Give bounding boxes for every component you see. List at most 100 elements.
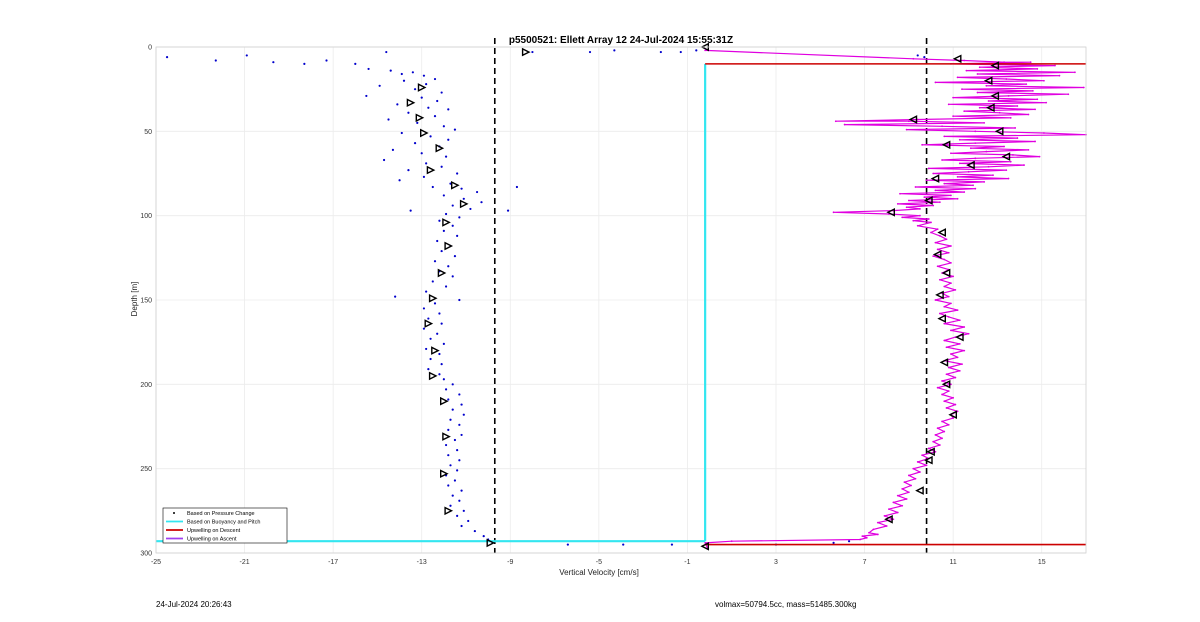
ascent-point [961, 363, 963, 365]
ascent-point [1014, 127, 1017, 129]
ascent-point [916, 224, 919, 227]
ascent-point [936, 386, 939, 389]
ascent-point [976, 73, 979, 75]
descent-triangle-marker [428, 371, 438, 381]
descent-point [413, 88, 417, 91]
ascent-point [936, 228, 939, 231]
ascent-point [943, 322, 946, 325]
x-tick-label: -5 [596, 559, 602, 566]
ascent-point [704, 541, 707, 544]
ascent-point [914, 186, 917, 188]
ascent-point [1005, 169, 1008, 172]
y-axis-label: Depth [m] [130, 282, 139, 317]
ascent-point [956, 175, 959, 178]
footer-summary: volmax=50794.5cc, mass=51485.300kg [715, 600, 857, 609]
ascent-triangle-marker [990, 61, 1000, 70]
descent-point [460, 433, 463, 437]
ascent-point [950, 194, 952, 197]
descent-triangle-marker [417, 83, 427, 92]
descent-point [427, 317, 430, 320]
descent-point [365, 94, 368, 98]
ascent-triangle-marker [941, 379, 951, 389]
ascent-point [998, 111, 1001, 114]
ascent-point [954, 403, 957, 406]
descent-triangle-marker [486, 538, 496, 548]
descent-point [440, 249, 443, 253]
legend-swatch [173, 512, 175, 514]
ascent-point [1082, 86, 1085, 89]
ascent-point [947, 423, 950, 426]
descent-point [449, 418, 452, 421]
x-tick-label: -13 [417, 559, 427, 566]
descent-point [422, 74, 426, 77]
descent-point [451, 224, 454, 227]
descent-point [436, 239, 439, 243]
descent-point [456, 234, 459, 238]
descent-point [460, 489, 463, 492]
ascent-point [1003, 61, 1005, 64]
ascent-point [950, 383, 952, 386]
descent-point [458, 499, 461, 502]
upwelling-lines [705, 63, 1086, 546]
ascent-point [945, 407, 948, 409]
descent-triangle-marker [521, 47, 531, 57]
descent-point [438, 312, 441, 315]
ascent-point [901, 504, 904, 507]
descent-point [458, 216, 461, 219]
descent-point [436, 99, 439, 103]
x-axis-label: Vertical Velocity [cm/s] [559, 568, 639, 577]
ascent-point [938, 201, 941, 204]
ascent-point [916, 461, 919, 463]
descent-point [387, 118, 390, 121]
plot-frame [155, 46, 1087, 554]
descent-point [442, 342, 445, 345]
descent-point [453, 479, 457, 482]
ascent-point [950, 353, 952, 355]
ascent-point [876, 521, 879, 524]
descent-point [449, 464, 452, 467]
descent-point [462, 509, 465, 512]
y-tick-label: 300 [140, 551, 152, 558]
ascent-point [910, 484, 912, 487]
ascent-triangle-marker [941, 268, 951, 278]
descent-point [480, 201, 483, 204]
legend-label: Upwelling on Ascent [187, 537, 237, 543]
descent-point [433, 115, 437, 118]
ascent-point [958, 342, 961, 345]
ascent-triangle-marker [924, 455, 933, 465]
ascent-point [1074, 71, 1076, 74]
ascent-point [899, 192, 901, 195]
descent-point [447, 428, 450, 431]
ascent-point [963, 191, 966, 193]
ascent-point [930, 221, 932, 224]
ascent-point [956, 410, 959, 413]
descent-point [462, 197, 465, 200]
ascent-point [896, 494, 899, 497]
ascent-triangle-marker [886, 207, 895, 217]
ascent-triangle-marker [935, 290, 944, 300]
descent-triangle-marker [424, 319, 434, 328]
ascent-point [1012, 154, 1014, 156]
ascent-point [907, 474, 910, 477]
descent-point [413, 142, 417, 145]
ascent-point [888, 508, 890, 511]
ascent-point [938, 235, 941, 237]
descent-point [165, 56, 169, 59]
ascent-point [843, 123, 846, 126]
descent-point [440, 362, 443, 366]
ascent-point [938, 278, 941, 281]
x-tick-label: -9 [507, 559, 513, 566]
ascent-point [934, 450, 937, 453]
descent-point [613, 49, 616, 52]
ascent-point [938, 312, 941, 315]
ascent-point [1038, 155, 1041, 158]
descent-point [440, 322, 443, 325]
descent-point [378, 84, 381, 87]
ascent-point [1034, 108, 1036, 111]
ascent-point [947, 390, 950, 392]
descent-point [453, 438, 457, 442]
descent-point [422, 175, 426, 178]
descent-point [447, 398, 450, 401]
descent-point [458, 393, 461, 396]
ascent-point [952, 96, 955, 99]
